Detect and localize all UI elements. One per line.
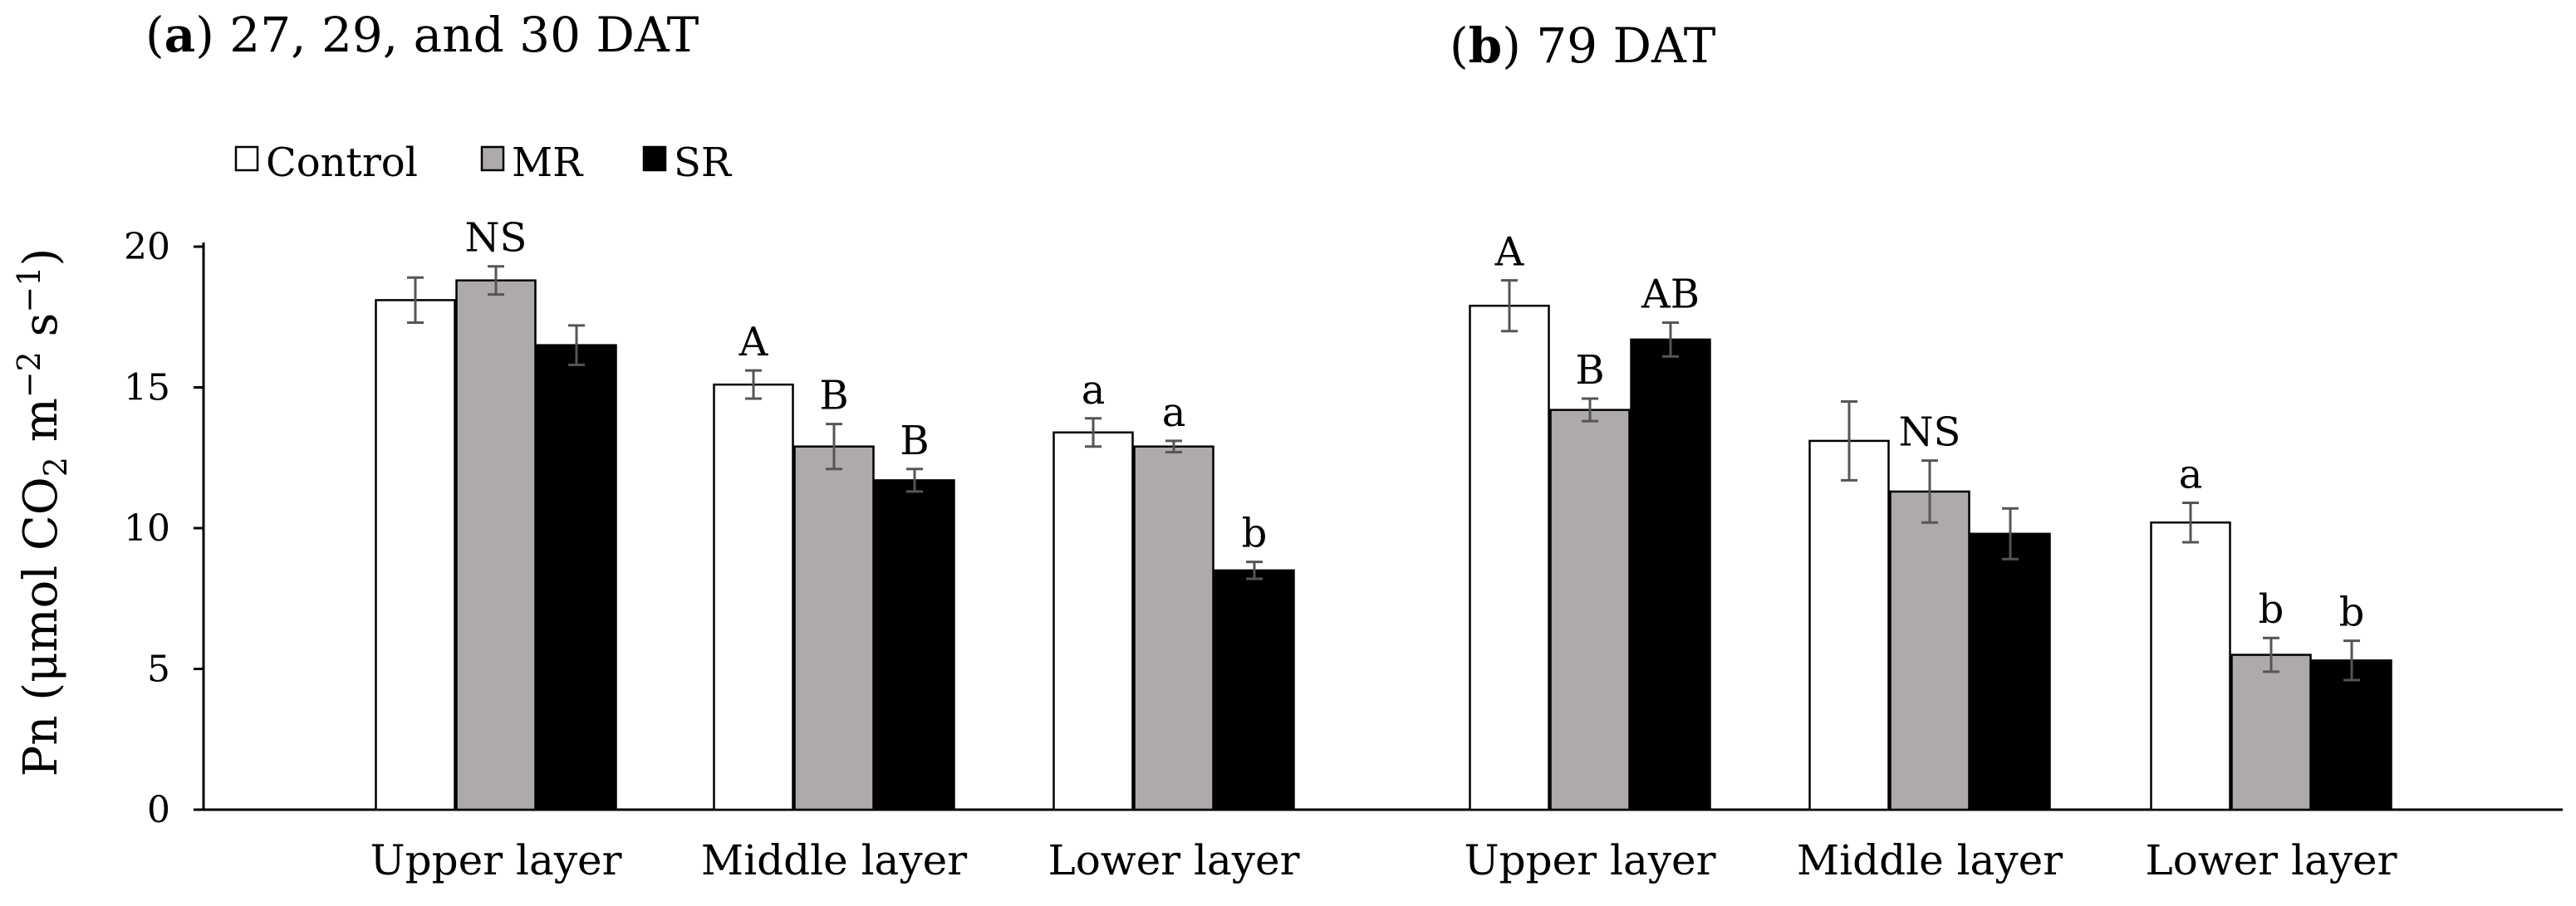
significance-label: B — [900, 418, 929, 464]
significance-label: NS — [465, 215, 527, 262]
x-category-label: Upper layer — [1464, 836, 1715, 884]
bar-control — [1808, 439, 1890, 811]
significance-label: a — [1162, 389, 1186, 436]
significance-label: b — [2339, 590, 2365, 636]
significance-label: a — [2179, 451, 2203, 497]
panel-b-title: (b) 79 DAT — [1450, 17, 1716, 74]
x-category-label: Middle layer — [701, 836, 967, 884]
bar-control — [1469, 304, 1550, 811]
x-category-label: Lower layer — [2145, 836, 2397, 884]
panel-b-title-text: 79 DAT — [1521, 17, 1716, 74]
panel-a-title: (a) 27, 29, and 30 DAT — [145, 7, 699, 63]
significance-label: a — [1082, 367, 1106, 414]
significance-label: AB — [1641, 272, 1700, 318]
y-tick-label: 10 — [124, 507, 170, 550]
significance-label: NS — [1899, 409, 1961, 456]
bar-mr — [793, 445, 875, 811]
bar-mr — [2230, 654, 2312, 811]
significance-label: A — [738, 319, 769, 365]
y-tick-label: 15 — [124, 367, 170, 409]
y-tick-label: 5 — [147, 649, 170, 691]
bar-control — [375, 299, 456, 811]
bar-sr — [536, 344, 617, 811]
x-category-label: Upper layer — [370, 836, 621, 884]
bar-mr — [455, 279, 537, 811]
legend-label-control: Control — [266, 140, 418, 186]
significance-label: A — [1494, 229, 1525, 276]
bar-sr — [1214, 569, 1295, 811]
x-category-label: Middle layer — [1797, 836, 2063, 884]
legend-label-sr: SR — [674, 140, 733, 186]
legend-label-mr: MR — [512, 140, 584, 186]
bar-control — [2150, 521, 2231, 811]
panel-a-title-text: 27, 29, and 30 DAT — [214, 7, 699, 63]
y-tick-label: 0 — [147, 789, 170, 831]
legend-swatch-control — [234, 145, 259, 172]
x-category-label: Lower layer — [1048, 836, 1299, 884]
panel-a-label: a — [164, 7, 196, 63]
significance-label: b — [2259, 586, 2284, 633]
y-axis-label: Pn (μmol CO2 m−2 s−1) — [11, 248, 74, 777]
y-tick-label: 20 — [124, 226, 170, 268]
significance-label: B — [1575, 347, 1604, 394]
bar-sr — [1630, 338, 1711, 811]
panel-b-label: b — [1469, 17, 1503, 74]
legend-swatch-mr — [480, 145, 505, 172]
bar-sr — [2311, 659, 2392, 811]
bar-sr — [1970, 532, 2051, 811]
bar-control — [1052, 431, 1134, 811]
bar-mr — [1549, 409, 1631, 811]
significance-label: B — [819, 373, 848, 419]
significance-label: b — [1242, 511, 1268, 557]
bar-mr — [1889, 490, 1970, 811]
legend: Control MR SR — [234, 140, 733, 186]
bar-control — [713, 383, 794, 811]
bar-mr — [1133, 445, 1214, 811]
bar-sr — [874, 479, 955, 811]
legend-swatch-sr — [642, 145, 667, 172]
